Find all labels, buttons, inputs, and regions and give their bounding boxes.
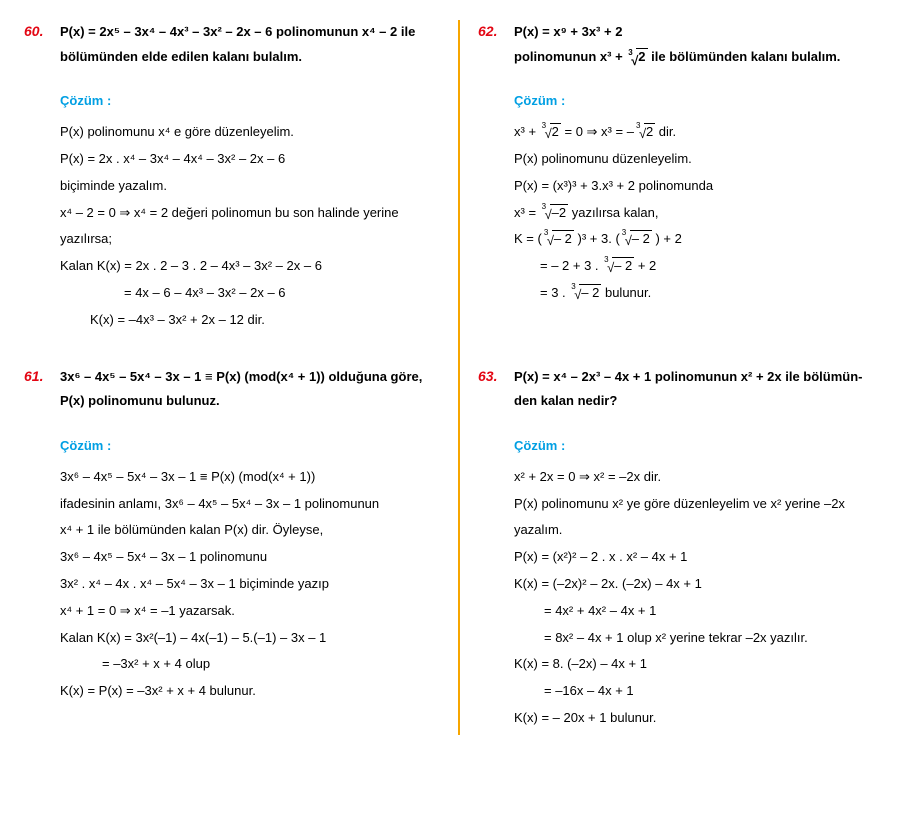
q61-line1: 3x⁶ – 4x⁵ – 5x⁴ – 3x – 1 ≡ P(x) (mod(x⁴ … (60, 369, 422, 384)
sol-line: = –16x – 4x + 1 (514, 681, 894, 702)
cube-root-icon: –2 (540, 205, 568, 220)
radicand: – 2 (552, 230, 574, 246)
problem-number-63: 63. (478, 365, 497, 387)
solution-label: Çözüm : (60, 91, 440, 112)
sol-line: x⁴ + 1 ile bölümünden kalan P(x) dir. Öy… (60, 520, 440, 541)
sol-line: = 3 . – 2 bulunur. (514, 283, 894, 304)
sol-line: x⁴ – 2 = 0 ⇒ x⁴ = 2 değeri polinomun bu … (60, 203, 440, 224)
sol-line: x² + 2x = 0 ⇒ x² = –2x dir. (514, 467, 894, 488)
radicand: 2 (644, 123, 655, 139)
cube-root-icon: 2 (626, 49, 647, 64)
sol-line: biçiminde yazalım. (60, 176, 440, 197)
sol-line: ifadesinin anlamı, 3x⁶ – 4x⁵ – 5x⁴ – 3x … (60, 494, 440, 515)
sol-line: = – 2 + 3 . – 2 + 2 (514, 256, 894, 277)
cube-root-icon: 2 (634, 124, 655, 139)
sol-line: = –3x² + x + 4 olup (60, 654, 440, 675)
sol-line: = 8x² – 4x + 1 olup x² yerine tekrar –2x… (514, 628, 894, 649)
q62-line2a: polinomunun x³ + (514, 49, 626, 64)
txt: + 2 (634, 258, 656, 273)
problem-number-61: 61. (24, 365, 43, 387)
sol-line: x⁴ + 1 = 0 ⇒ x⁴ = –1 yazarsak. (60, 601, 440, 622)
txt: = 0 ⇒ x³ = – (561, 124, 634, 139)
txt: yazılırsa kalan, (568, 205, 658, 220)
sol-line: yazalım. (514, 520, 894, 541)
sol-line: P(x) = 2x . x⁴ – 3x⁴ – 4x⁴ – 3x² – 2x – … (60, 149, 440, 170)
question-61: 3x⁶ – 4x⁵ – 5x⁴ – 3x – 1 ≡ P(x) (mod(x⁴ … (60, 365, 440, 414)
sol-line: P(x) = (x²)² – 2 . x . x² – 4x + 1 (514, 547, 894, 568)
sol-line: = 4x² + 4x² – 4x + 1 (514, 601, 894, 622)
sol-line: P(x) polinomunu x⁴ e göre düzenleyelim. (60, 122, 440, 143)
txt: )³ + 3. ( (574, 231, 620, 246)
txt: = 3 . (540, 285, 569, 300)
q62-line2c: ile bölümünden kalanı bulalım. (648, 49, 841, 64)
radicand: – 2 (630, 230, 652, 246)
problem-61: 61. 3x⁶ – 4x⁵ – 5x⁴ – 3x – 1 ≡ P(x) (mod… (24, 365, 440, 735)
txt: bulunur. (601, 285, 651, 300)
q62-line1: P(x) = x⁹ + 3x³ + 2 (514, 24, 622, 39)
cube-root-icon: – 2 (569, 285, 601, 300)
sol-line: P(x) polinomunu düzenleyelim. (514, 149, 894, 170)
sol-line: 3x² . x⁴ – 4x . x⁴ – 5x⁴ – 3x – 1 biçimi… (60, 574, 440, 595)
txt: K = ( (514, 231, 542, 246)
q60-line2: bölümünden elde edilen kalanı bulalım. (60, 49, 302, 64)
question-60: P(x) = 2x⁵ – 3x⁴ – 4x³ – 3x² – 2x – 6 po… (60, 20, 440, 69)
txt: = – 2 + 3 . (540, 258, 602, 273)
radicand: – 2 (612, 257, 634, 273)
sol-line: x³ = –2 yazılırsa kalan, (514, 203, 894, 224)
sol-line: = 4x – 6 – 4x³ – 3x² – 2x – 6 (60, 283, 440, 304)
sol-line: K = (– 2 )³ + 3. (– 2 ) + 2 (514, 229, 894, 250)
sol-line: P(x) = (x³)³ + 3.x³ + 2 polinomunda (514, 176, 894, 197)
q60-line1: P(x) = 2x⁵ – 3x⁴ – 4x³ – 3x² – 2x – 6 po… (60, 24, 415, 39)
cube-root-icon: – 2 (542, 231, 574, 246)
sol-line: x³ + 2 = 0 ⇒ x³ = –2 dir. (514, 122, 894, 143)
solution-label: Çözüm : (514, 436, 894, 457)
txt: x³ = (514, 205, 540, 220)
q63-line1: P(x) = x⁴ – 2x³ – 4x + 1 polinomunun x² … (514, 369, 863, 384)
problem-number-62: 62. (478, 20, 497, 42)
cube-root-icon: 2 (540, 124, 561, 139)
radicand: –2 (550, 204, 568, 220)
txt: x³ + (514, 124, 540, 139)
question-62: P(x) = x⁹ + 3x³ + 2 polinomunun x³ + 2 i… (514, 20, 894, 69)
cube-root-icon: – 2 (602, 258, 634, 273)
sol-line: yazılırsa; (60, 229, 440, 250)
sol-line: 3x⁶ – 4x⁵ – 5x⁴ – 3x – 1 ≡ P(x) (mod(x⁴ … (60, 467, 440, 488)
sol-line: P(x) polinomunu x² ye göre düzenleyelim … (514, 494, 894, 515)
radicand: – 2 (579, 284, 601, 300)
problem-62: 62. P(x) = x⁹ + 3x³ + 2 polinomunun x³ +… (478, 20, 894, 337)
txt: ) + 2 (652, 231, 682, 246)
sol-line: K(x) = 8. (–2x) – 4x + 1 (514, 654, 894, 675)
sol-line: K(x) = (–2x)² – 2x. (–2x) – 4x + 1 (514, 574, 894, 595)
solution-label: Çözüm : (514, 91, 894, 112)
radicand: 2 (550, 123, 561, 139)
problem-63: 63. P(x) = x⁴ – 2x³ – 4x + 1 polinomunun… (478, 365, 894, 735)
problem-number-60: 60. (24, 20, 43, 42)
sol-line: Kalan K(x) = 3x²(–1) – 4x(–1) – 5.(–1) –… (60, 628, 440, 649)
question-63: P(x) = x⁴ – 2x³ – 4x + 1 polinomunun x² … (514, 365, 894, 414)
q63-line2: den kalan nedir? (514, 393, 617, 408)
solution-label: Çözüm : (60, 436, 440, 457)
txt: dir. (655, 124, 676, 139)
column-divider (458, 20, 460, 735)
sol-line: K(x) = – 20x + 1 bulunur. (514, 708, 894, 729)
q61-line2: P(x) polinomunu bulunuz. (60, 393, 220, 408)
radicand: 2 (636, 48, 647, 64)
page: 60. P(x) = 2x⁵ – 3x⁴ – 4x³ – 3x² – 2x – … (24, 20, 894, 735)
sol-line: 3x⁶ – 4x⁵ – 5x⁴ – 3x – 1 polinomunu (60, 547, 440, 568)
problem-60: 60. P(x) = 2x⁵ – 3x⁴ – 4x³ – 3x² – 2x – … (24, 20, 440, 337)
sol-line: K(x) = –4x³ – 3x² + 2x – 12 dir. (60, 310, 440, 331)
sol-line: Kalan K(x) = 2x . 2 – 3 . 2 – 4x³ – 3x² … (60, 256, 440, 277)
cube-root-icon: – 2 (620, 231, 652, 246)
sol-line: K(x) = P(x) = –3x² + x + 4 bulunur. (60, 681, 440, 702)
